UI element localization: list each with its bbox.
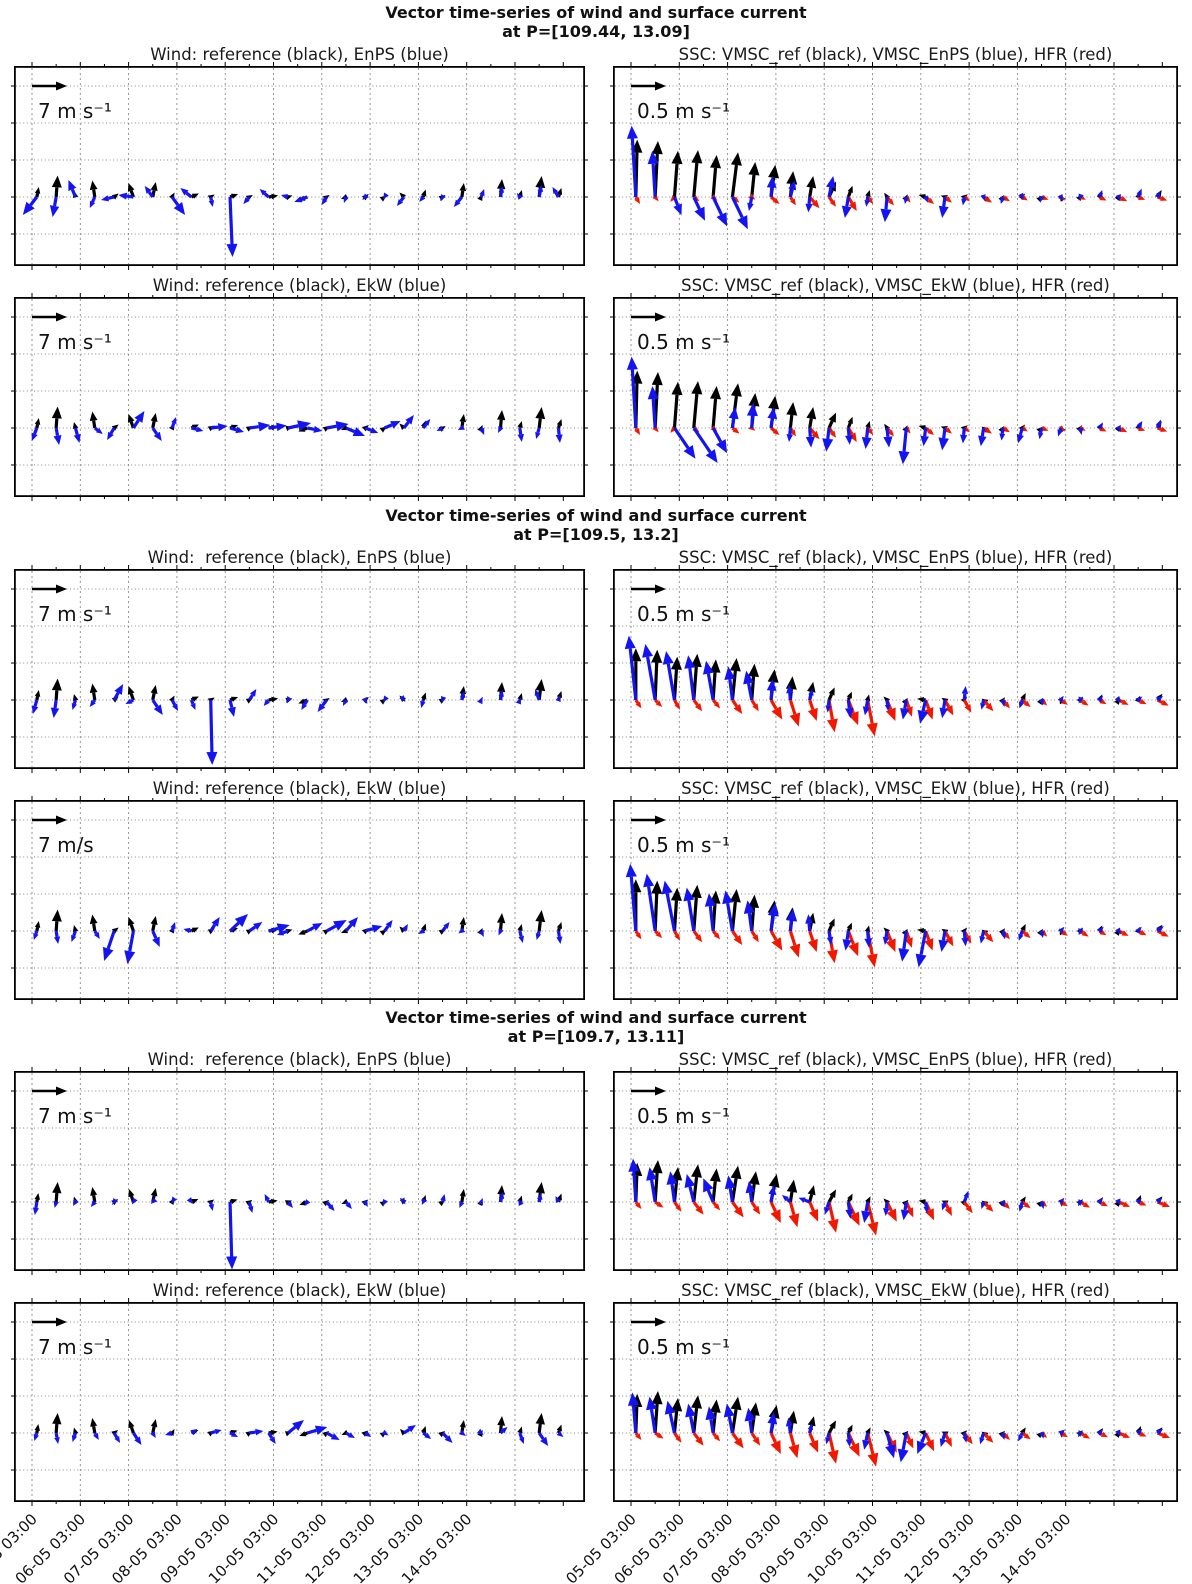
section-2-title-line2: at P=[109.5, 13.2] — [513, 525, 679, 544]
scale-label-s3-r2-left: 7 m s⁻¹ — [38, 1335, 112, 1359]
quiver-ekw — [33, 914, 563, 964]
quiver-ekw — [31, 411, 563, 445]
quiver-vmsc_enps — [628, 1158, 1163, 1223]
panel-title-s3-r2-right: SSC: VMSC_ref (black), VMSC_EkW (blue), … — [681, 1281, 1110, 1300]
panel-s2-r1-left: 7 m s⁻¹ — [11, 565, 588, 773]
panel-s3-r1-right: 0.5 m s⁻¹ — [610, 1067, 1181, 1275]
panel-s2-r2-left: 7 m/s — [11, 796, 588, 1004]
scale-label-s2-r1-right: 0.5 m s⁻¹ — [637, 602, 730, 626]
scale-label-s3-r2-right: 0.5 m s⁻¹ — [637, 1335, 730, 1359]
quiver-enps — [31, 684, 561, 765]
panel-title-s2-r1-right: SSC: VMSC_ref (black), VMSC_EnPS (blue),… — [678, 548, 1113, 567]
section-3-title-line2: at P=[109.7, 13.11] — [507, 1027, 685, 1046]
scale-label-s3-r1-right: 0.5 m s⁻¹ — [637, 1104, 730, 1128]
scale-label-s2-r1-left: 7 m s⁻¹ — [38, 602, 112, 626]
panel-title-s3-r1-left: Wind: reference (black), EnPS (blue) — [147, 1050, 452, 1069]
scale-label-s1-r1-left: 7 m s⁻¹ — [38, 99, 112, 123]
panel-title-s2-r2-left: Wind: reference (black), EkW (blue) — [152, 779, 447, 798]
panel-title-s3-r2-left: Wind: reference (black), EkW (blue) — [152, 1281, 447, 1300]
panel-s3-r1-left: 7 m s⁻¹ — [11, 1067, 588, 1275]
panel-s2-r2-right: 0.5 m s⁻¹ — [610, 796, 1181, 1004]
quiver-enps — [32, 1192, 561, 1270]
panel-s1-r1-left: 7 m s⁻¹ — [11, 62, 588, 270]
quiver-vmsc_ref — [631, 370, 1162, 434]
section-2-title-line1: Vector time-series of wind and surface c… — [385, 506, 807, 525]
panel-title-s2-r2-right: SSC: VMSC_ref (black), VMSC_EkW (blue), … — [681, 779, 1110, 798]
scale-label-s1-r2-left: 7 m s⁻¹ — [38, 330, 112, 354]
section-2-title: Vector time-series of wind and surface c… — [0, 506, 1192, 544]
quiver-vmsc_ekw — [625, 863, 1164, 968]
panel-title-s3-r1-right: SSC: VMSC_ref (black), VMSC_EnPS (blue),… — [678, 1050, 1113, 1069]
panel-s1-r2-right: 0.5 m s⁻¹ — [610, 293, 1181, 501]
scale-label-s2-r2-right: 0.5 m s⁻¹ — [637, 833, 730, 857]
panel-title-s2-r1-left: Wind: reference (black), EnPS (blue) — [147, 548, 452, 567]
section-3-title-line1: Vector time-series of wind and surface c… — [385, 1008, 807, 1027]
quiver-vmsc_enps — [624, 635, 1164, 724]
panel-s2-r1-right: 0.5 m s⁻¹ — [610, 565, 1181, 773]
section-1-title-line2: at P=[109.44, 13.09] — [502, 22, 690, 41]
quiver-enps — [22, 180, 560, 257]
panel-title-s1-r2-right: SSC: VMSC_ref (black), VMSC_EkW (blue), … — [681, 276, 1110, 295]
quiver-vmsc_ekw — [627, 1392, 1164, 1463]
scale-label-s2-r2-left: 7 m/s — [38, 833, 94, 857]
panel-title-s1-r2-left: Wind: reference (black), EkW (blue) — [152, 276, 447, 295]
panel-s1-r1-right: 0.5 m s⁻¹ — [610, 62, 1181, 270]
quiver-vmsc_ekw — [626, 356, 1162, 465]
section-3-title: Vector time-series of wind and surface c… — [0, 1008, 1192, 1046]
panel-title-s1-r1-right: SSC: VMSC_ref (black), VMSC_EnPS (blue),… — [678, 45, 1113, 64]
scale-label-s1-r2-right: 0.5 m s⁻¹ — [637, 330, 730, 354]
quiver-ekw — [33, 1420, 564, 1446]
panel-s1-r2-left: 7 m s⁻¹ — [11, 293, 588, 501]
scale-label-s3-r1-left: 7 m s⁻¹ — [38, 1104, 112, 1128]
section-1-title-line1: Vector time-series of wind and surface c… — [385, 3, 807, 22]
quiver-vmsc_enps — [626, 125, 1161, 230]
section-1-title: Vector time-series of wind and surface c… — [0, 3, 1192, 41]
quiver-hfr — [634, 929, 1169, 968]
scale-label-s1-r1-right: 0.5 m s⁻¹ — [637, 99, 730, 123]
panel-title-s1-r1-left: Wind: reference (black), EnPS (blue) — [150, 45, 449, 64]
